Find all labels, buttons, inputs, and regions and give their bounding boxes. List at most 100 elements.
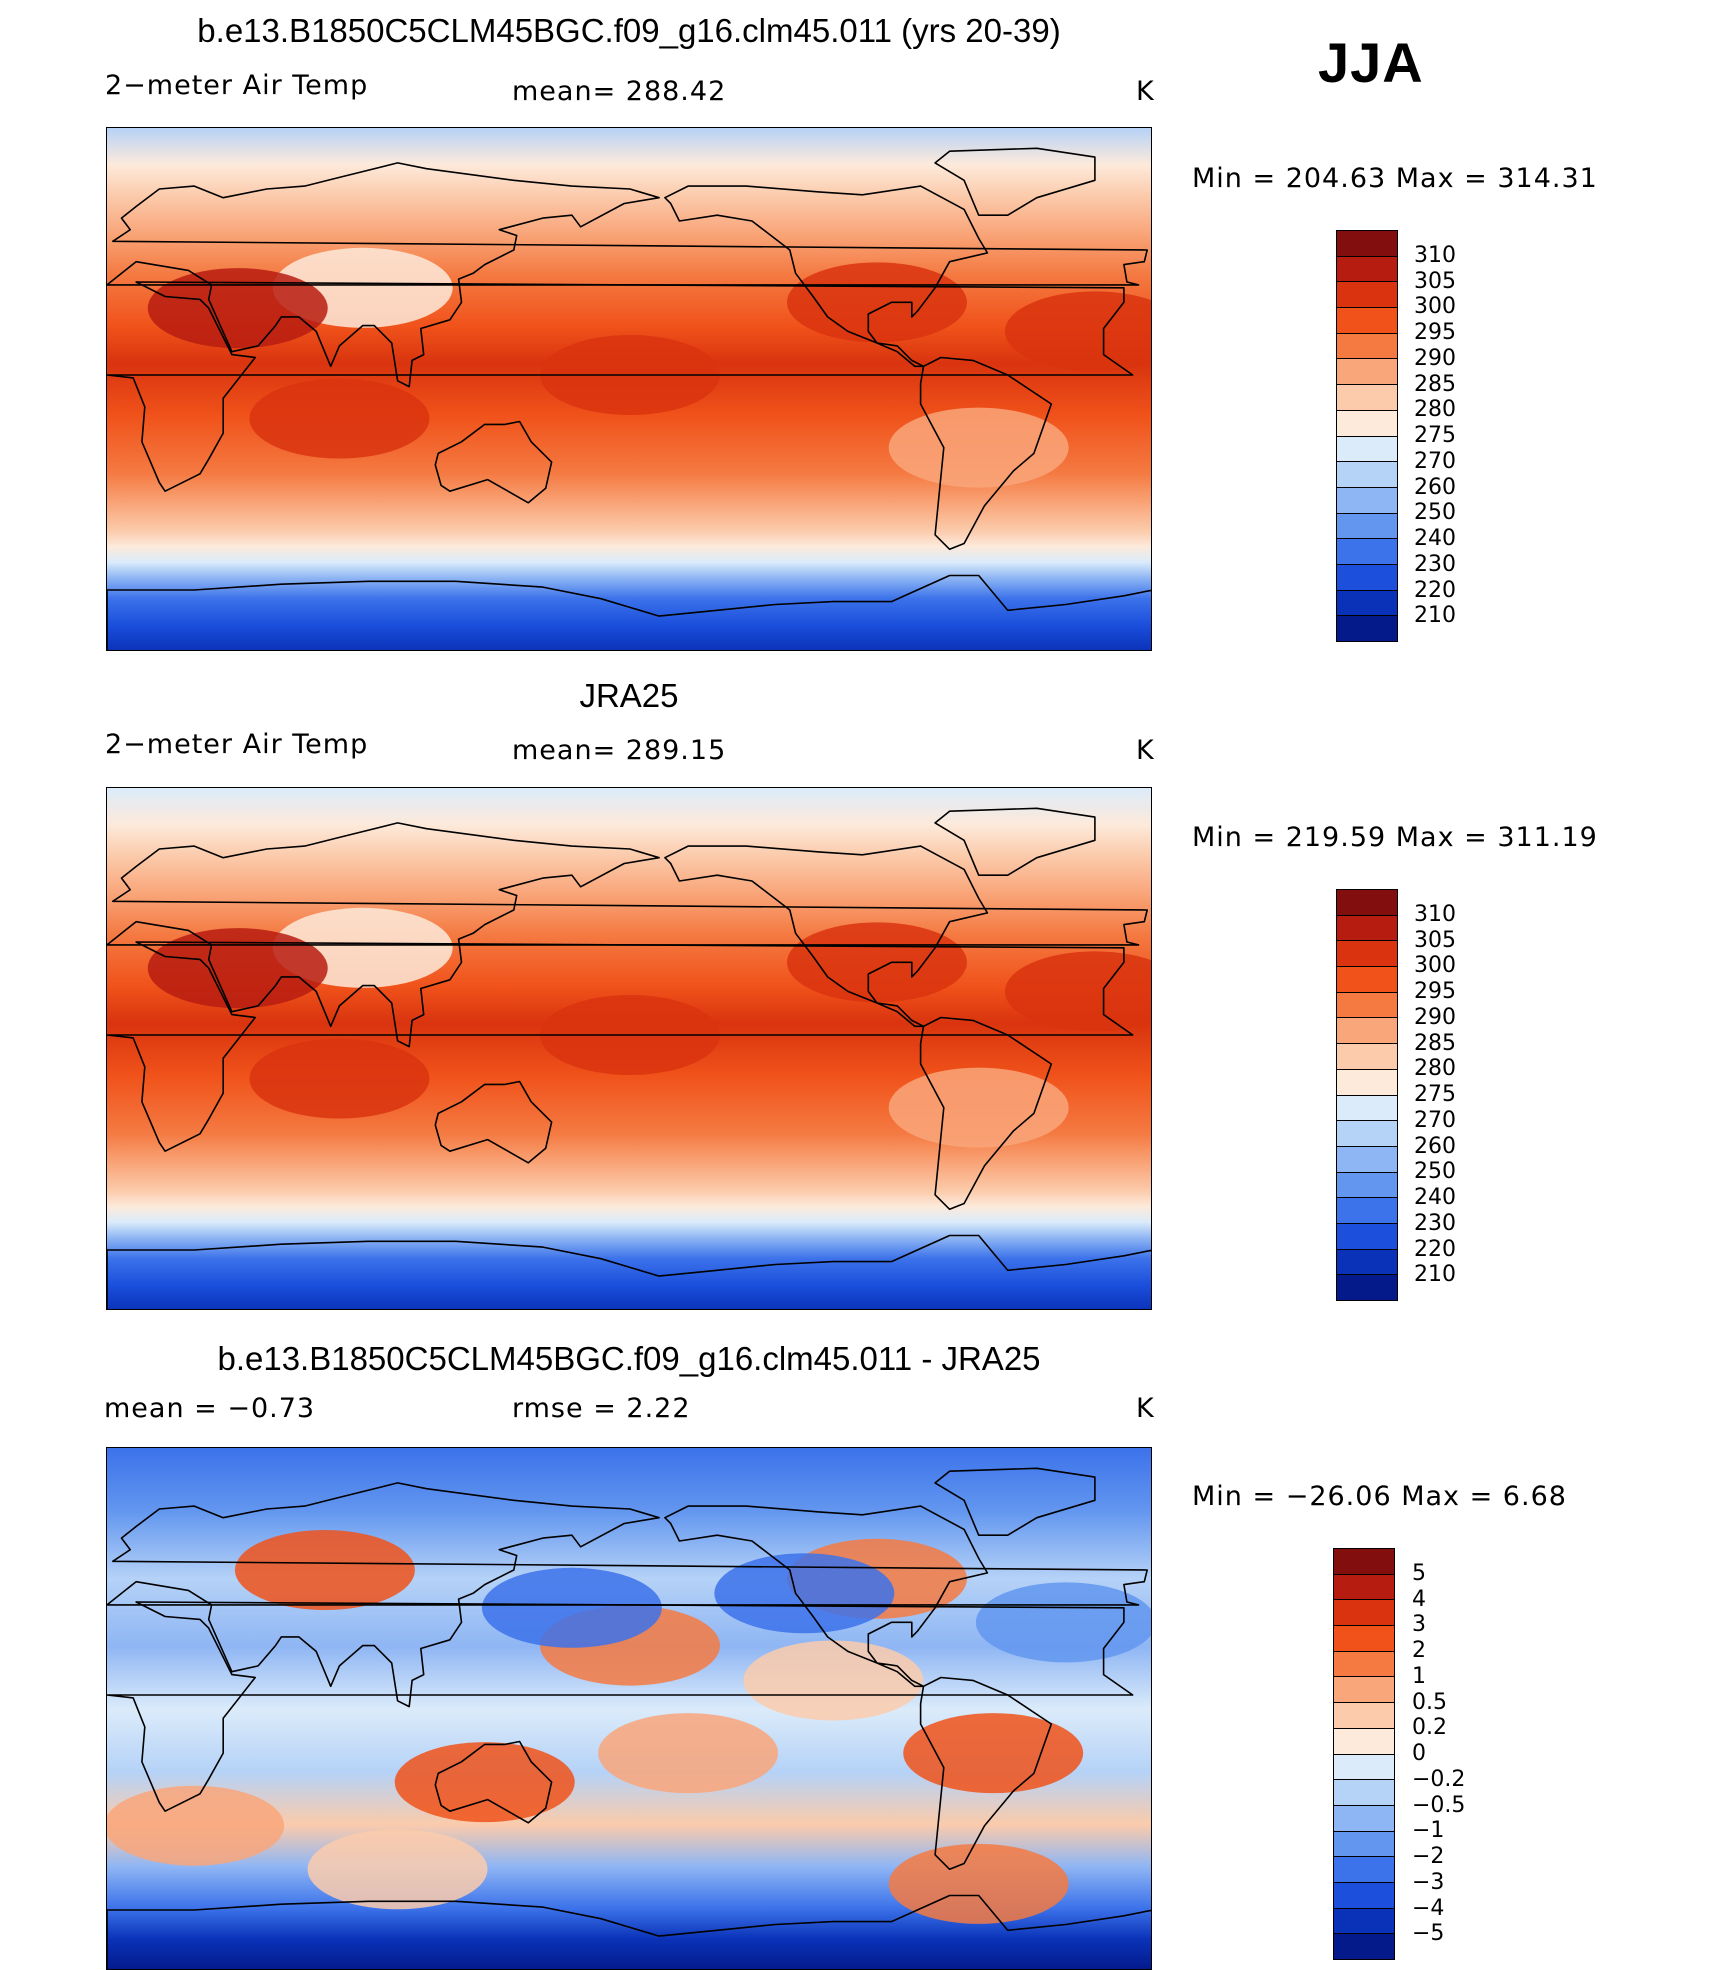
colorbar-tick-label: 275 [1414,425,1456,447]
colorbar-tick-label: 270 [1414,451,1456,473]
colorbar-swatch [1337,1275,1397,1300]
colorbar-swatch [1334,1626,1394,1652]
colorbar-swatch [1337,1147,1397,1173]
colorbar-swatch [1334,1703,1394,1729]
colorbar-swatch [1337,514,1397,540]
colorbar-swatch [1337,941,1397,967]
colorbar-swatch [1334,1677,1394,1703]
colorbar-tick-label: 240 [1414,1187,1456,1209]
colorbar-tick-label: 300 [1414,296,1456,318]
colorbar-tick-label: −4 [1412,1898,1444,1920]
colorbar-tick-label: −0.5 [1412,1795,1465,1817]
colorbar-tick-label: 310 [1414,245,1456,267]
colorbar-obs [1336,889,1398,1301]
colorbar-tick-label: 310 [1414,904,1456,926]
season-label: JJA [1318,30,1424,95]
colorbar-swatch [1337,916,1397,942]
colorbar-swatch [1334,1806,1394,1832]
colorbar-swatch [1337,359,1397,385]
units-label-model: K [1136,76,1155,107]
colorbar-tick-label: 290 [1414,348,1456,370]
colorbar-tick-label: 230 [1414,1213,1456,1235]
colorbar-swatch [1334,1883,1394,1909]
colorbar-tick-label: 260 [1414,1136,1456,1158]
colorbar-tick-label: 305 [1414,271,1456,293]
colorbar-swatch [1337,539,1397,565]
rmse-label-diff: rmse = 2.22 [512,1393,691,1424]
colorbar-swatch [1337,616,1397,641]
min-max-label-model: Min = 204.63 Max = 314.31 [1192,163,1598,194]
colorbar-diff [1333,1548,1395,1960]
colorbar-swatch [1334,1575,1394,1601]
colorbar-swatch [1337,282,1397,308]
colorbar-tick-label: −3 [1412,1872,1444,1894]
colorbar-swatch [1334,1909,1394,1935]
map-model [106,127,1152,651]
colorbar-tick-label: 295 [1414,322,1456,344]
colorbar-tick-label: 270 [1414,1110,1456,1132]
colorbar-swatch [1334,1549,1394,1575]
colorbar-tick-label: 260 [1414,477,1456,499]
colorbar-tick-label: 305 [1414,930,1456,952]
colorbar-swatch [1334,1780,1394,1806]
variable-label-model: 2−meter Air Temp [105,70,368,101]
colorbar-swatch [1334,1755,1394,1781]
map-obs [106,787,1152,1310]
colorbar-swatch [1337,890,1397,916]
colorbar-tick-label: 300 [1414,955,1456,977]
mean-label-obs: mean= 289.15 [512,735,726,766]
colorbar-tick-label: 230 [1414,554,1456,576]
units-label-obs: K [1136,735,1155,766]
colorbar-swatch [1337,411,1397,437]
colorbar-tick-label: 250 [1414,502,1456,524]
colorbar-swatch [1337,1250,1397,1276]
colorbar-tick-label: −5 [1412,1923,1444,1945]
units-label-diff: K [1136,1393,1155,1424]
colorbar-swatch [1334,1652,1394,1678]
colorbar-swatch [1337,308,1397,334]
colorbar-tick-label: 0.2 [1412,1717,1447,1739]
min-max-label-diff: Min = −26.06 Max = 6.68 [1192,1481,1567,1512]
colorbar-swatch [1337,1096,1397,1122]
colorbar-tick-label: 3 [1412,1614,1426,1636]
colorbar-tick-label: 280 [1414,399,1456,421]
colorbar-swatch [1337,462,1397,488]
colorbar-tick-label: 5 [1412,1563,1426,1585]
colorbar-swatch [1337,257,1397,283]
colorbar-tick-label: 2 [1412,1640,1426,1662]
colorbar-tick-label: 210 [1414,1264,1456,1286]
colorbar-tick-label: 220 [1414,580,1456,602]
colorbar-tick-label: −2 [1412,1846,1444,1868]
colorbar-swatch [1337,1224,1397,1250]
variable-label-obs: 2−meter Air Temp [105,729,368,760]
colorbar-model [1336,230,1398,642]
panel-title-model: b.e13.B1850C5CLM45BGC.f09_g16.clm45.011 … [197,12,1060,50]
colorbar-tick-label: −1 [1412,1820,1444,1842]
colorbar-swatch [1337,1198,1397,1224]
colorbar-swatch [1337,967,1397,993]
colorbar-swatch [1337,993,1397,1019]
colorbar-tick-label: 0 [1412,1743,1426,1765]
colorbar-tick-label: 285 [1414,374,1456,396]
colorbar-swatch [1337,334,1397,360]
colorbar-swatch [1334,1729,1394,1755]
colorbar-swatch [1337,1121,1397,1147]
colorbar-swatch [1334,1832,1394,1858]
colorbar-swatch [1337,591,1397,617]
colorbar-tick-label: 0.5 [1412,1692,1447,1714]
map-diff [106,1447,1152,1970]
colorbar-tick-label: 285 [1414,1033,1456,1055]
colorbar-swatch [1337,488,1397,514]
colorbar-swatch [1337,231,1397,257]
colorbar-tick-label: 4 [1412,1589,1426,1611]
colorbar-swatch [1337,1044,1397,1070]
panel-title-diff: b.e13.B1850C5CLM45BGC.f09_g16.clm45.011 … [217,1340,1040,1378]
colorbar-swatch [1337,1173,1397,1199]
colorbar-swatch [1337,385,1397,411]
colorbar-tick-label: 295 [1414,981,1456,1003]
mean-label-diff: mean = −0.73 [104,1393,315,1424]
panel-title-obs: JRA25 [579,677,678,715]
